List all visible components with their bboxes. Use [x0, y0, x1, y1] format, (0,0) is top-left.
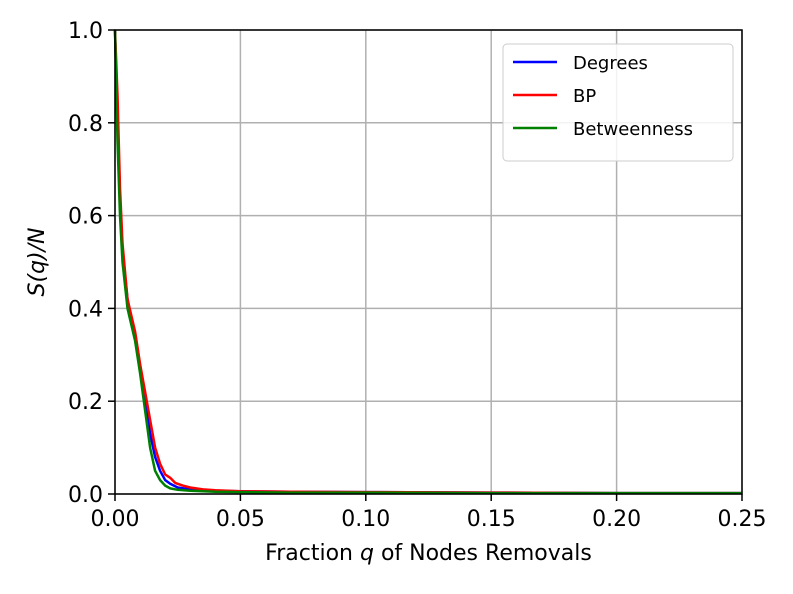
legend-label-betweenness: Betweenness [573, 119, 693, 140]
legend-box [502, 43, 734, 162]
y-tick-label: 1.0 [68, 19, 103, 44]
y-tick-label: 0.8 [68, 112, 103, 137]
y-tick-label: 0.6 [68, 205, 103, 230]
x-tick-label: 0.05 [216, 507, 265, 532]
x-tick-label: 0.20 [592, 507, 641, 532]
x-axis-title-prefix: Fraction [265, 541, 360, 566]
y-axis-title: S(q)/N [25, 228, 50, 297]
legend-label-degrees: Degrees [573, 53, 648, 74]
tick-labels: 0.00 0.05 0.10 0.15 0.20 0.25 0.0 0.2 0.4 0.6 0.8 1… [68, 19, 766, 532]
x-tick-label: 0.00 [91, 507, 140, 532]
x-axis-title: Fraction q of Nodes Removals [265, 541, 592, 566]
y-tick-label: 0.2 [68, 390, 103, 415]
x-axis-title-suffix: of Nodes Removals [374, 541, 592, 566]
x-axis-title-variable: q [360, 541, 374, 566]
legend: Degrees BP Betweenness [502, 43, 734, 162]
y-tick-label: 0.0 [68, 483, 103, 508]
x-tick-label: 0.25 [718, 507, 767, 532]
ticks [108, 29, 743, 501]
legend-label-bp: BP [573, 86, 596, 107]
plot-frame [114, 29, 743, 495]
series-line-betweenness [113, 29, 742, 495]
x-tick-label: 0.15 [467, 507, 516, 532]
x-tick-label: 0.10 [341, 507, 390, 532]
y-tick-label: 0.4 [68, 297, 103, 322]
series-layer [113, 29, 742, 495]
